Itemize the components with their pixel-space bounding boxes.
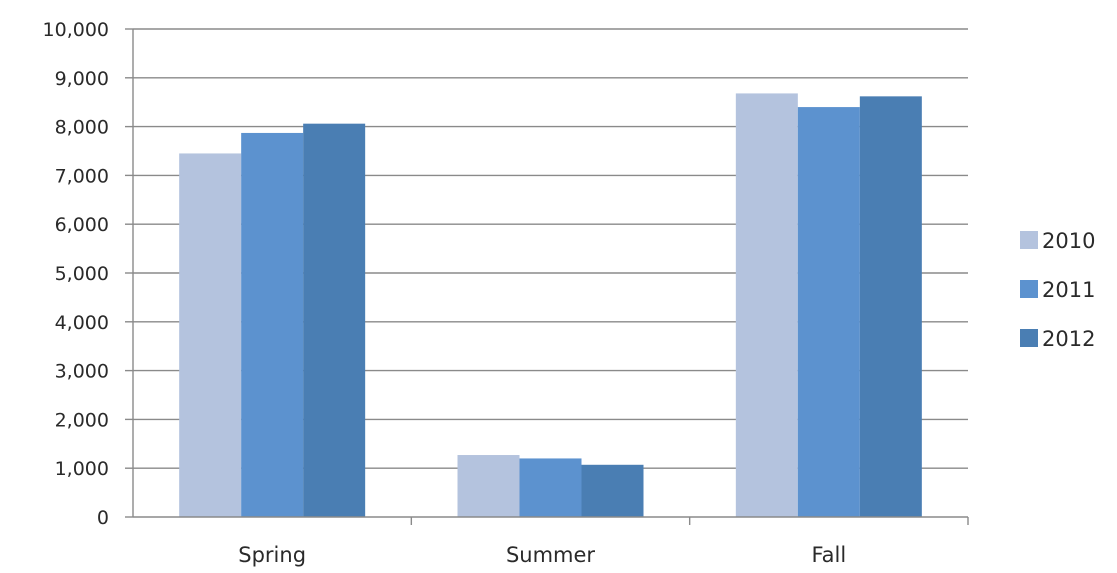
y-tick-label: 0 [97,507,109,529]
legend: 2010 2011 2012 [1020,229,1095,351]
legend-label: 2010 [1042,229,1095,253]
legend-label: 2012 [1042,327,1095,351]
x-category-label: Summer [506,543,595,567]
y-tick-label: 5,000 [55,263,109,285]
bar-spring-2010 [179,153,242,517]
legend-label: 2011 [1042,278,1095,302]
bar-fall-2010 [735,93,798,517]
bar-summer-2011 [519,458,582,517]
legend-swatch-2011 [1020,280,1038,298]
bars [179,93,922,518]
bar-spring-2011 [241,132,304,517]
x-axis-category-labels: Spring Summer Fall [238,543,846,567]
x-category-label: Spring [238,543,306,567]
y-tick-label: 6,000 [55,214,109,236]
bar-fall-2011 [797,107,860,517]
y-tick-label: 1,000 [55,458,109,480]
y-axis-tick-labels: 0 1,000 2,000 3,000 4,000 5,000 6,000 7,000 8,00… [43,19,109,529]
bar-summer-2012 [581,464,644,517]
y-tick-label: 8,000 [55,117,109,139]
bar-fall-2012 [859,96,922,518]
bar-summer-2010 [457,455,520,517]
y-tick-label: 7,000 [55,165,109,187]
legend-swatch-2012 [1020,329,1038,347]
y-tick-label: 9,000 [55,68,109,90]
y-tick-label: 4,000 [55,312,109,334]
axes [125,28,969,525]
legend-swatch-2010 [1020,231,1038,249]
x-category-label: Fall [811,543,846,567]
y-tick-label: 3,000 [55,361,109,383]
bar-spring-2012 [303,123,366,517]
y-tick-label: 2,000 [55,409,109,431]
y-tick-label: 10,000 [43,19,109,41]
